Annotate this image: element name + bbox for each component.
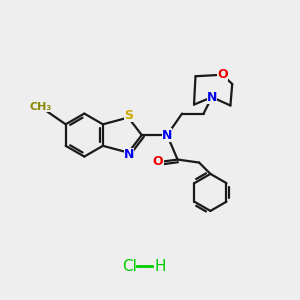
Text: Cl: Cl <box>122 259 136 274</box>
Text: H: H <box>155 259 166 274</box>
Text: N: N <box>124 148 134 161</box>
Text: S: S <box>124 109 134 122</box>
Text: N: N <box>162 129 172 142</box>
Text: N: N <box>207 91 217 103</box>
Text: O: O <box>217 68 228 81</box>
Text: CH₃: CH₃ <box>30 102 52 112</box>
Text: O: O <box>153 155 164 168</box>
